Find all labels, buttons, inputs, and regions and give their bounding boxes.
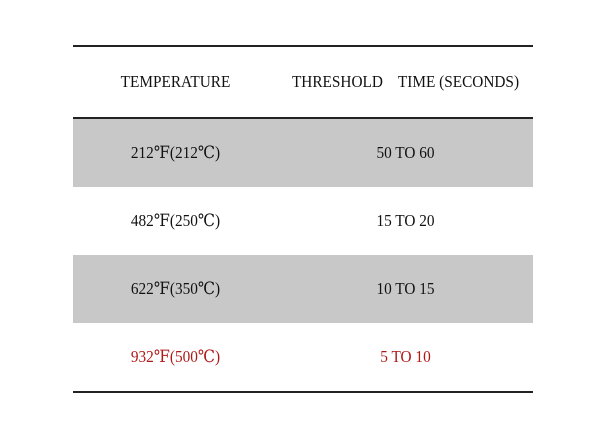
table-row: 622℉(350℃) 10 TO 15 — [73, 255, 533, 323]
table-cell: 482℉(250℃) — [130, 211, 221, 230]
table-row: 482℉(250℃) 15 TO 20 — [73, 187, 533, 255]
header-row: TEMPERATURE THRESHOLD TIME (SECONDS) — [73, 47, 533, 119]
table-cell: 15 TO 20 — [376, 211, 435, 230]
table-body: 212℉(212℃) 50 TO 60 482℉(250℃) 15 TO 20 622℉… — [73, 119, 533, 391]
table-cell: 5 TO 10 — [380, 347, 431, 366]
table-cell: 932℉(500℃) — [130, 347, 221, 366]
table: TEMPERATURE THRESHOLD TIME (SECONDS) 212… — [73, 45, 533, 393]
table-cell: 622℉(350℃) — [130, 279, 221, 298]
table-cell: 212℉(212℃) — [130, 143, 221, 162]
table-cell: 50 TO 60 — [376, 143, 435, 162]
table-cell: 10 TO 15 — [376, 279, 435, 298]
table-row: 932℉(500℃) 5 TO 10 — [73, 323, 533, 391]
table-row: 212℉(212℃) 50 TO 60 — [73, 119, 533, 187]
header-cell: TEMPERATURE — [120, 72, 231, 91]
header-cell: THRESHOLD TIME (SECONDS) — [291, 72, 520, 91]
